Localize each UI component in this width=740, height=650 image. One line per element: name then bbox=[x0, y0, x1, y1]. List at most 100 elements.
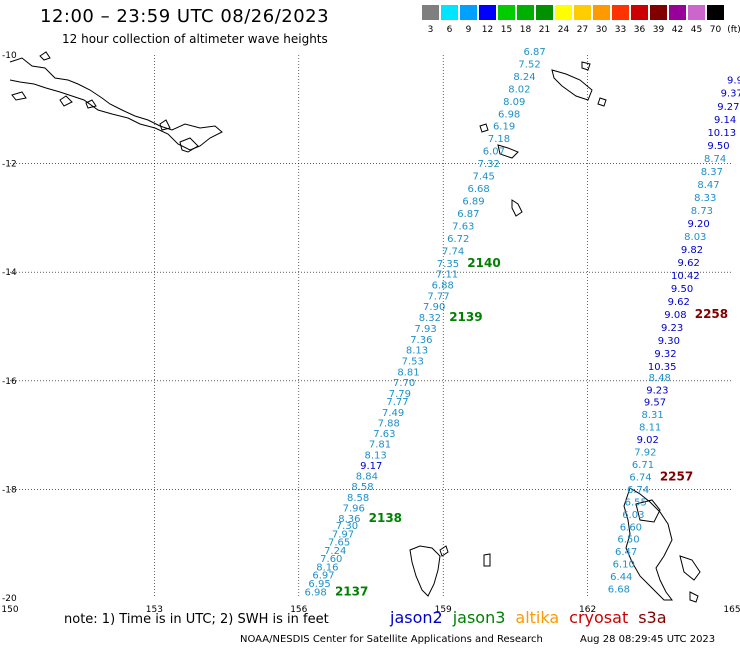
swh-value-label: 6.74 bbox=[629, 472, 651, 483]
swh-value-label: 9.20 bbox=[687, 219, 709, 230]
pass-id-label: 2137 bbox=[335, 584, 368, 598]
lat-tick-label: -18 bbox=[2, 485, 17, 495]
swh-value-label: 10.35 bbox=[648, 362, 677, 373]
swh-value-label: 7.92 bbox=[634, 448, 656, 459]
swh-value-label: 7.81 bbox=[369, 440, 391, 451]
swh-value-label: 6.98 bbox=[305, 587, 327, 598]
coastline-islet-a bbox=[11, 91, 27, 101]
swh-value-label: 6.07 bbox=[483, 147, 505, 158]
swh-value-label: 8.02 bbox=[508, 84, 530, 95]
swh-value-label: 9.37 bbox=[721, 89, 740, 100]
map-title: 12:00 – 23:59 UTC 08/26/2023 bbox=[40, 6, 330, 27]
altimeter-pass: 7.35 21407.746.727.636.876.896.687.457.32… bbox=[437, 47, 546, 270]
swh-value-label: 7.74 bbox=[442, 246, 464, 257]
pass-id-label: 2257 bbox=[660, 469, 693, 483]
swh-value-label: 6.68 bbox=[608, 585, 630, 596]
legend-label: 21 bbox=[538, 25, 551, 35]
swh-value-label: 6.47 bbox=[615, 547, 637, 558]
lat-tick-label: -20 bbox=[2, 594, 17, 604]
legend-swatch bbox=[669, 5, 686, 20]
legend-label: 24 bbox=[557, 25, 570, 35]
satellite-name: jason2 bbox=[390, 608, 443, 627]
legend-swatch bbox=[707, 5, 724, 20]
swh-value-label: 9.9 bbox=[727, 76, 740, 87]
swh-value-label: 10.42 bbox=[671, 271, 700, 282]
swh-value-label: 6.74 bbox=[627, 485, 649, 496]
lat-tick-label: -12 bbox=[2, 160, 17, 170]
satellite-name: cryosat bbox=[569, 608, 629, 627]
legend-label: 9 bbox=[465, 25, 472, 35]
swh-value-label: 9.14 bbox=[714, 115, 736, 126]
coastline-reef-b bbox=[439, 545, 449, 557]
swh-value-label: 8.11 bbox=[639, 423, 661, 434]
coastline-islet-e bbox=[179, 137, 199, 153]
coastline-islet-j bbox=[483, 553, 491, 567]
swh-value-label: 7.32 bbox=[478, 159, 500, 170]
swh-value-label: 8.33 bbox=[694, 193, 716, 204]
swh-value-label: 9.32 bbox=[654, 349, 676, 360]
swh-value-label: 8.37 bbox=[701, 167, 723, 178]
swh-value-label: 9.27 bbox=[717, 102, 739, 113]
swh-value-label: 8.58 bbox=[351, 482, 373, 493]
altimeter-pass: 7.797.708.817.538.137.367.938.32 2139 7.90… bbox=[389, 270, 483, 400]
swh-value-label: 9.62 bbox=[668, 297, 690, 308]
swh-value-label: 9.08 bbox=[664, 310, 686, 321]
swh-value-label: 6.60 bbox=[620, 522, 642, 533]
coastline-reef-a bbox=[409, 545, 441, 597]
swh-value-label: 7.65 bbox=[328, 538, 350, 549]
legend-swatch bbox=[460, 5, 477, 20]
swh-value-label: 8.74 bbox=[704, 154, 726, 165]
swh-value-label: 6.03 bbox=[622, 510, 644, 521]
legend-label: 45 bbox=[690, 25, 703, 35]
swh-value-label: 7.77 bbox=[427, 291, 449, 302]
swh-value-label: 7.63 bbox=[373, 429, 395, 440]
swh-value-label: 9.17 bbox=[360, 461, 382, 472]
legend-label: 36 bbox=[633, 25, 646, 35]
swh-value-label: 10.13 bbox=[707, 128, 736, 139]
coastline-islet-f bbox=[39, 51, 51, 61]
swh-value-label: 7.77 bbox=[386, 397, 408, 408]
swh-value-label: 7.93 bbox=[414, 324, 436, 335]
coastline-rennell bbox=[497, 144, 519, 159]
legend-swatch bbox=[441, 5, 458, 20]
swh-value-label: 7.90 bbox=[423, 302, 445, 313]
swh-value-label: 6.68 bbox=[467, 184, 489, 195]
swh-value-label: 6.55 bbox=[625, 497, 647, 508]
swh-value-label: 6.72 bbox=[447, 234, 469, 245]
legend-label: 12 bbox=[481, 25, 494, 35]
swh-value-label: 9.50 bbox=[707, 141, 729, 152]
lon-tick-label: 159 bbox=[435, 605, 452, 615]
legend-label: 70 bbox=[709, 25, 722, 35]
coastline-new-guinea-east bbox=[9, 57, 223, 151]
lat-tick-label: -16 bbox=[2, 377, 17, 387]
footer-credit: NOAA/NESDIS Center for Satellite Applica… bbox=[240, 634, 543, 645]
coastline-small-island bbox=[479, 123, 489, 133]
coastline-new-caledonia bbox=[623, 487, 673, 601]
swh-value-label: 8.47 bbox=[697, 180, 719, 191]
swh-value-label: 6.95 bbox=[308, 579, 330, 590]
satellite-legend: jason2 jason3 altika cryosat s3a bbox=[390, 608, 677, 627]
legend-swatch bbox=[688, 5, 705, 20]
coastline-islet-g bbox=[581, 61, 591, 71]
lon-tick-label: 153 bbox=[146, 605, 163, 615]
coastlines bbox=[9, 51, 701, 603]
legend-label: 6 bbox=[446, 25, 453, 35]
footer-timestamp: Aug 28 08:29:45 UTC 2023 bbox=[580, 634, 716, 645]
legend-label: 33 bbox=[614, 25, 627, 35]
coastline-islet-i bbox=[511, 199, 523, 217]
altimeter-pass: 10.35 9.32 9.30 9.23 9.08 2258 9.62 9.50 10.42 9.… bbox=[648, 76, 740, 373]
lon-tick-label: 162 bbox=[579, 605, 596, 615]
coastline-islet-h bbox=[597, 97, 607, 107]
legend-swatch bbox=[555, 5, 572, 20]
swh-value-label: 7.97 bbox=[332, 529, 354, 540]
pass-id-label: 2140 bbox=[467, 256, 500, 270]
swh-value-label: 8.36 bbox=[338, 514, 360, 525]
swh-value-label: 6.97 bbox=[312, 571, 334, 582]
satellite-name: s3a bbox=[638, 608, 667, 627]
swh-value-label: 9.23 bbox=[646, 385, 668, 396]
swh-value-label: 6.87 bbox=[457, 209, 479, 220]
swh-value-label: 6.89 bbox=[462, 196, 484, 207]
swh-value-label: 9.30 bbox=[658, 336, 680, 347]
swh-value-label: 8.48 bbox=[649, 373, 671, 384]
swh-value-label: 6.88 bbox=[432, 280, 454, 291]
